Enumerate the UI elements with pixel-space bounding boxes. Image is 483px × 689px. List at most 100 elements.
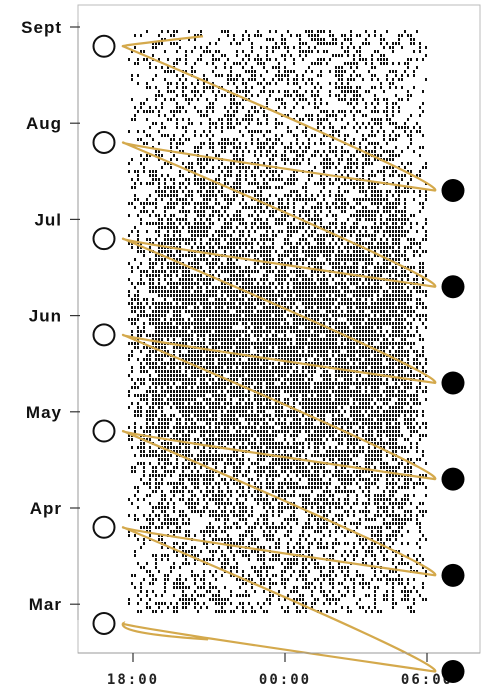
heat-cell — [164, 330, 166, 333]
heat-cell — [242, 34, 244, 37]
heat-cell — [419, 210, 421, 213]
heat-cell — [338, 130, 340, 133]
heat-cell — [239, 358, 241, 361]
heat-cell — [371, 238, 373, 241]
heat-cell — [158, 374, 160, 377]
heat-cell — [221, 310, 223, 313]
heat-cell — [152, 334, 154, 337]
heat-cell — [359, 46, 361, 49]
heat-cell — [230, 338, 232, 341]
heat-cell — [296, 262, 298, 265]
heat-cell — [272, 370, 274, 373]
heat-cell — [266, 378, 268, 381]
heat-cell — [203, 306, 205, 309]
heat-cell — [215, 346, 217, 349]
heat-cell — [230, 314, 232, 317]
heat-cell — [422, 102, 424, 105]
heat-cell — [257, 362, 259, 365]
heat-cell — [314, 246, 316, 249]
heat-cell — [413, 238, 415, 241]
heat-cell — [362, 58, 364, 61]
heat-cell — [167, 186, 169, 189]
heat-cell — [260, 234, 262, 237]
heat-cell — [278, 330, 280, 333]
heat-cell — [389, 158, 391, 161]
heat-cell — [368, 162, 370, 165]
heat-cell — [227, 318, 229, 321]
heat-cell — [392, 70, 394, 73]
heat-cell — [146, 202, 148, 205]
heat-cell — [398, 230, 400, 233]
heat-cell — [329, 162, 331, 165]
heat-cell — [170, 178, 172, 181]
heat-cell — [353, 198, 355, 201]
heat-cell — [314, 98, 316, 101]
heat-cell — [194, 322, 196, 325]
heat-cell — [371, 86, 373, 89]
heat-cell — [188, 102, 190, 105]
heat-cell — [317, 310, 319, 313]
heat-cell — [194, 226, 196, 229]
heat-cell — [362, 362, 364, 365]
heat-cell — [398, 198, 400, 201]
heat-cell — [179, 374, 181, 377]
heat-cell — [188, 294, 190, 297]
heat-cell — [401, 374, 403, 377]
heat-cell — [350, 310, 352, 313]
heat-cell — [344, 254, 346, 257]
heat-cell — [281, 370, 283, 373]
heat-cell — [194, 34, 196, 37]
heat-cell — [314, 198, 316, 201]
heat-cell — [248, 150, 250, 153]
heat-cell — [359, 350, 361, 353]
heat-cell — [152, 210, 154, 213]
heat-cell — [164, 178, 166, 181]
heat-cell — [371, 58, 373, 61]
heat-cell — [158, 214, 160, 217]
heat-cell — [368, 314, 370, 317]
heat-cell — [266, 70, 268, 73]
heat-cell — [296, 194, 298, 197]
heat-cell — [302, 370, 304, 373]
heat-cell — [356, 74, 358, 77]
heat-cell — [182, 206, 184, 209]
heat-cell — [356, 334, 358, 337]
heat-cell — [155, 302, 157, 305]
heat-cell — [425, 230, 427, 233]
heat-cell — [413, 190, 415, 193]
heat-cell — [293, 282, 295, 285]
heat-cell — [401, 270, 403, 273]
heat-cell — [317, 218, 319, 221]
heat-cell — [215, 318, 217, 321]
heat-cell — [392, 342, 394, 345]
heat-cell — [296, 274, 298, 277]
heat-cell — [386, 290, 388, 293]
heat-cell — [368, 358, 370, 361]
heat-cell — [272, 366, 274, 369]
heat-cell — [209, 226, 211, 229]
heat-cell — [359, 334, 361, 337]
heat-cell — [371, 170, 373, 173]
heat-cell — [167, 230, 169, 233]
heat-cell — [386, 346, 388, 349]
heat-cell — [227, 322, 229, 325]
heat-cell — [425, 290, 427, 293]
heat-cell — [338, 162, 340, 165]
heat-cell — [191, 98, 193, 101]
heat-cell — [158, 90, 160, 93]
heat-cell — [161, 326, 163, 329]
heat-cell — [320, 314, 322, 317]
heat-cell — [347, 310, 349, 313]
heat-cell — [395, 354, 397, 357]
heat-cell — [281, 122, 283, 125]
heat-cell — [275, 354, 277, 357]
heat-cell — [344, 170, 346, 173]
heat-cell — [308, 354, 310, 357]
heat-cell — [392, 358, 394, 361]
heat-cell — [389, 358, 391, 361]
heat-cell — [191, 338, 193, 341]
heat-cell — [242, 310, 244, 313]
heat-cell — [419, 146, 421, 149]
heat-cell — [374, 142, 376, 145]
heat-cell — [233, 374, 235, 377]
